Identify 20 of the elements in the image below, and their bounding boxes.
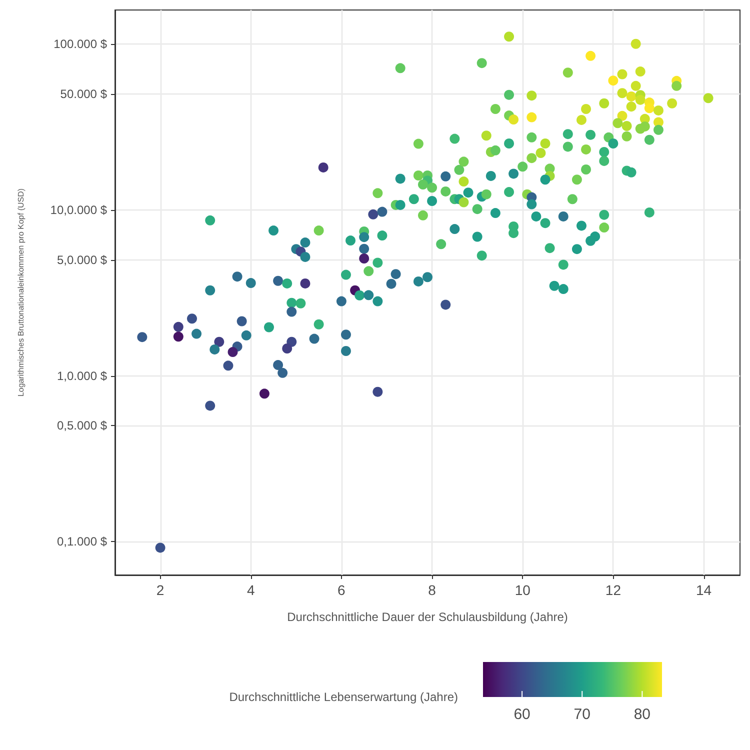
y-tick-label: 10,0.000 $ [50, 202, 108, 217]
color-bar-title: Durchschnittliche Lebenserwartung (Jahre) [229, 690, 458, 704]
x-tick-label: 10 [514, 582, 531, 598]
color-bar-label: 80 [634, 706, 651, 723]
y-tick-label: 100.000 $ [54, 36, 108, 51]
color-bar-label: 60 [514, 706, 530, 723]
x-axis-title: Durchschnittliche Dauer der Schulausbildung (Jahre) [287, 610, 568, 624]
y-tick-label: 1,0.000 $ [56, 368, 108, 383]
y-tick-label: 0,5.000 $ [56, 418, 108, 433]
x-tick-label: 12 [605, 582, 622, 598]
x-tick-label: 14 [696, 582, 712, 598]
x-tick-label: 6 [338, 582, 346, 598]
y-tick-label: 0,1.000 $ [56, 534, 108, 549]
x-tick-label: 2 [156, 582, 164, 598]
x-tick-label: 4 [246, 582, 255, 598]
color-bar-label: 70 [574, 706, 590, 723]
x-tick-label: 8 [428, 582, 436, 598]
y-tick-label: 5,0.000 $ [56, 252, 108, 267]
y-axis-title: Logarithmisches Bruttonationaleinkommen pro Kopf (USD) [16, 188, 26, 397]
y-tick-label: 50.000 $ [60, 86, 108, 101]
